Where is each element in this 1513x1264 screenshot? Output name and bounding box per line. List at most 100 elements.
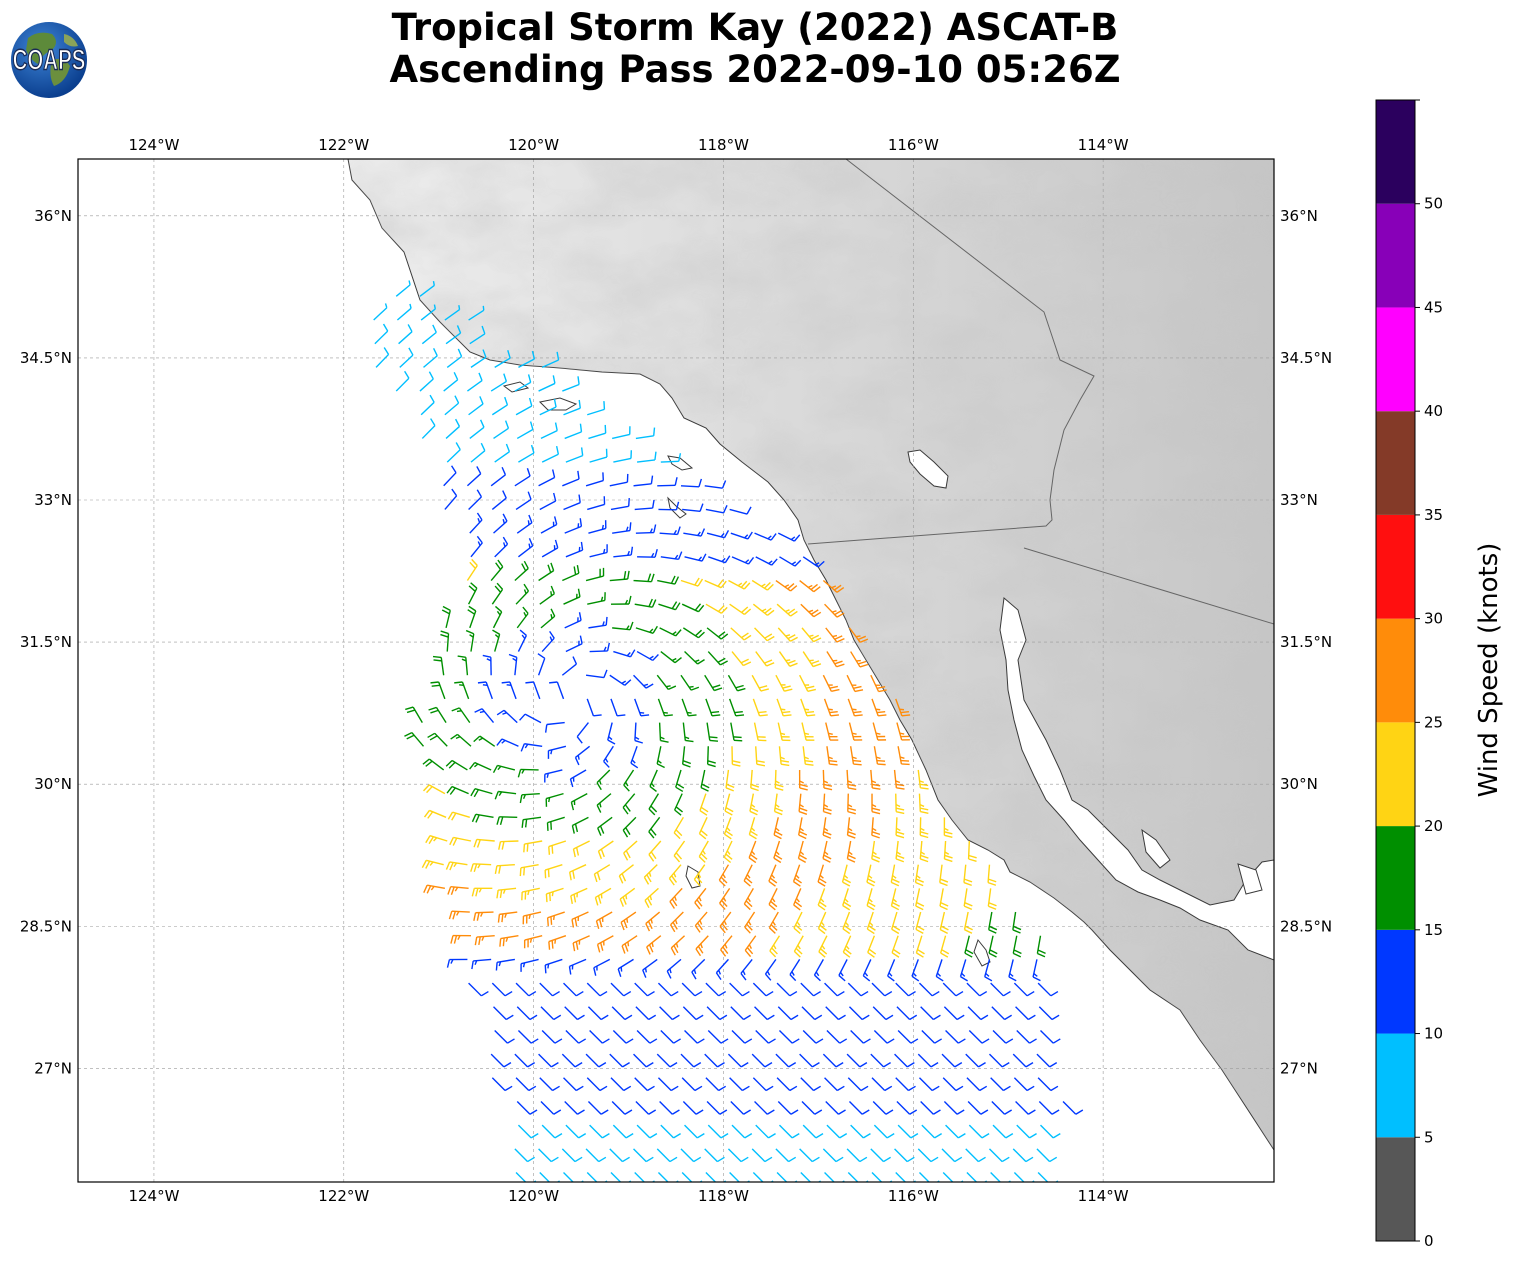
wind-barb bbox=[988, 935, 998, 958]
lon-tick-labels-top: 124°W 122°W 120°W 118°W 116°W 114°W bbox=[128, 136, 1128, 154]
wind-barb bbox=[915, 935, 925, 958]
wind-barb bbox=[421, 859, 444, 869]
wind-barb bbox=[491, 982, 513, 997]
wind-barb bbox=[826, 1029, 848, 1044]
wind-barb bbox=[670, 935, 686, 956]
wind-barb bbox=[826, 651, 845, 668]
wind-barb bbox=[706, 746, 716, 768]
wind-barb bbox=[920, 1006, 941, 1021]
wind-barb bbox=[519, 863, 539, 877]
lat-tick-label: 27°N bbox=[1280, 1059, 1318, 1077]
wind-barb bbox=[755, 1124, 776, 1139]
wind-barb bbox=[561, 1148, 583, 1163]
wind-barb bbox=[715, 958, 729, 981]
wind-barb bbox=[635, 1006, 657, 1021]
colorbar-tick-label: 10 bbox=[1424, 1025, 1443, 1043]
wind-barb bbox=[660, 453, 682, 463]
wind-barb bbox=[915, 911, 925, 935]
wind-barb bbox=[871, 840, 881, 863]
wind-barb bbox=[707, 1029, 729, 1044]
wind-barb bbox=[918, 1077, 940, 1092]
wind-barb bbox=[731, 651, 752, 667]
wind-barb bbox=[519, 792, 540, 804]
wind-barb bbox=[514, 1053, 536, 1068]
wind-barb bbox=[707, 651, 728, 666]
wind-barb bbox=[846, 1148, 868, 1163]
wind-barb bbox=[841, 864, 852, 887]
figure-title-line1: Tropical Storm Kay (2022) ASCAT-B bbox=[391, 6, 1119, 49]
wind-barb bbox=[612, 1124, 634, 1139]
wind-barb bbox=[729, 1077, 750, 1092]
wind-barb bbox=[824, 982, 845, 997]
wind-barb bbox=[571, 911, 589, 928]
wind-barb bbox=[778, 1029, 800, 1044]
wind-barb bbox=[730, 722, 743, 742]
wind-barb bbox=[471, 958, 492, 970]
colorbar-bin bbox=[1376, 1137, 1415, 1241]
wind-barb bbox=[988, 1053, 1010, 1068]
wind-barb bbox=[636, 650, 659, 662]
lon-tick-label: 122°W bbox=[318, 136, 369, 154]
wind-barb bbox=[443, 371, 459, 392]
lat-tick-label: 28.5°N bbox=[1280, 917, 1332, 935]
wind-barb bbox=[423, 809, 447, 819]
wind-barb bbox=[798, 817, 808, 840]
lat-tick-label: 27°N bbox=[34, 1059, 72, 1077]
wind-barb bbox=[842, 888, 852, 911]
wind-barb bbox=[802, 651, 822, 668]
wind-barb bbox=[444, 395, 460, 416]
wind-barb bbox=[656, 746, 665, 769]
wind-barb bbox=[822, 769, 833, 791]
wind-barb bbox=[911, 959, 920, 982]
wind-barb bbox=[779, 556, 802, 567]
wind-barb bbox=[471, 813, 494, 823]
colorbar-bin bbox=[1376, 411, 1415, 515]
wind-barb bbox=[440, 630, 450, 652]
wind-barb bbox=[515, 982, 537, 997]
wind-barb bbox=[681, 1077, 703, 1092]
wind-barb bbox=[718, 864, 730, 887]
wind-barb bbox=[740, 958, 753, 981]
wind-barb bbox=[450, 934, 471, 944]
wind-barb bbox=[918, 982, 940, 997]
wind-barb bbox=[797, 840, 807, 864]
wind-barb bbox=[798, 769, 808, 791]
wind-barb bbox=[520, 743, 543, 752]
wind-barb bbox=[964, 935, 974, 958]
wind-barb bbox=[914, 864, 924, 887]
wind-barb bbox=[813, 959, 824, 982]
wind-barb bbox=[822, 793, 832, 815]
wind-barb bbox=[491, 1077, 513, 1092]
lon-tick-label: 118°W bbox=[698, 136, 749, 154]
wind-barb bbox=[866, 888, 876, 911]
wind-barb bbox=[1037, 1077, 1059, 1092]
wind-barb bbox=[824, 603, 845, 618]
wind-barb bbox=[699, 793, 709, 816]
wind-barb bbox=[682, 503, 704, 513]
wind-barb bbox=[921, 1029, 943, 1044]
wind-barb bbox=[516, 1100, 538, 1115]
wind-barb bbox=[939, 864, 949, 887]
wind-barb bbox=[707, 1124, 729, 1139]
wind-barb bbox=[846, 769, 857, 791]
wind-barb bbox=[705, 982, 727, 997]
wind-barb bbox=[396, 303, 412, 321]
wind-barb bbox=[521, 887, 540, 901]
wind-barb bbox=[539, 585, 556, 605]
wind-barb bbox=[945, 1029, 966, 1044]
wind-barb bbox=[493, 1006, 514, 1021]
wind-barb bbox=[682, 1100, 704, 1115]
lat-tick-labels-right: 36°N 34.5°N 33°N 31.5°N 30°N 28.5°N 27°N bbox=[1280, 207, 1332, 1078]
wind-barb bbox=[609, 1148, 630, 1163]
wind-barb bbox=[684, 651, 705, 665]
wind-barb bbox=[656, 674, 677, 691]
wind-barb bbox=[564, 423, 583, 440]
wind-barb bbox=[494, 790, 517, 800]
political-borders bbox=[807, 159, 1274, 625]
wind-barb bbox=[613, 546, 634, 558]
wind-barb bbox=[490, 559, 504, 581]
wind-barb bbox=[847, 793, 857, 815]
wind-barb bbox=[633, 573, 655, 583]
wind-barb bbox=[940, 935, 950, 958]
wind-barb bbox=[634, 1077, 655, 1092]
